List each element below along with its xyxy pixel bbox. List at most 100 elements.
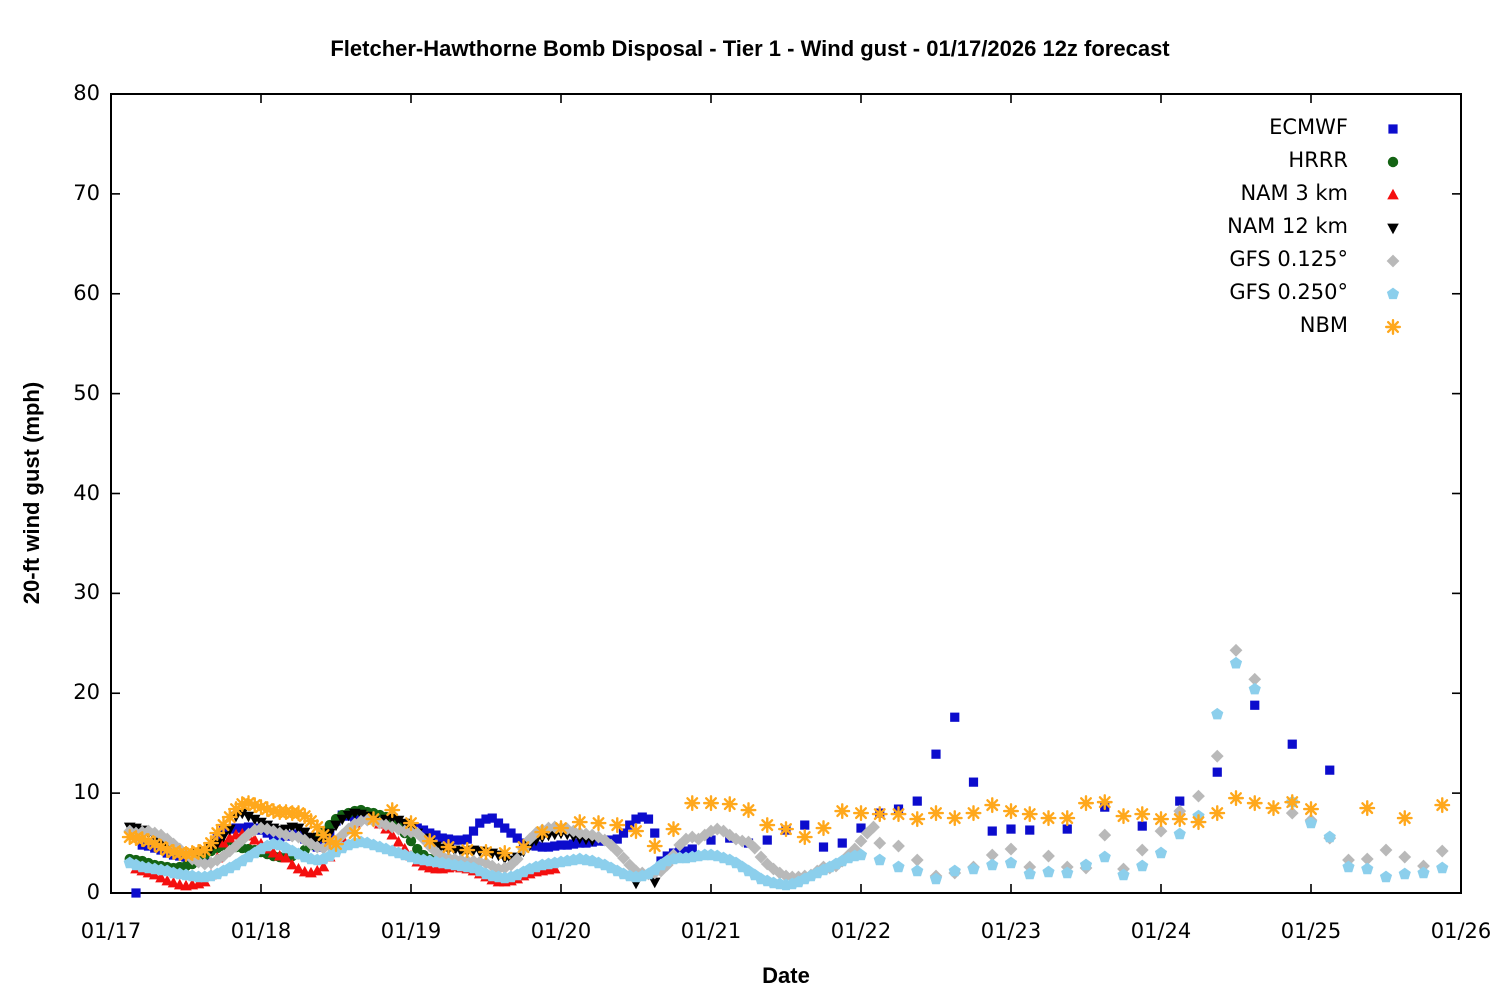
data-point-nbm	[290, 805, 307, 822]
data-point-gfs-0-125-	[404, 825, 418, 839]
data-point-ecmwf	[618, 828, 629, 838]
data-point-nbm	[853, 805, 869, 822]
data-point-ecmwf	[1025, 825, 1035, 835]
data-point-gfs-0-250-	[1211, 707, 1224, 720]
data-point-nam-3-km	[155, 871, 167, 883]
x-axis-label: Date	[762, 963, 810, 988]
data-point-ecmwf	[950, 712, 960, 722]
data-point-nbm	[1171, 811, 1188, 828]
data-point-nbm	[665, 821, 682, 838]
data-point-ecmwf	[556, 840, 566, 850]
data-point-nam-3-km	[167, 876, 180, 888]
data-point-ecmwf	[818, 842, 829, 852]
data-point-nbm	[209, 825, 226, 842]
data-point-gfs-0-250-	[1042, 865, 1055, 878]
y-tick-label: 20	[73, 680, 100, 705]
data-point-nam-3-km	[273, 849, 286, 861]
data-point-ecmwf	[612, 834, 622, 844]
data-point-nbm	[609, 817, 626, 834]
data-point-gfs-0-125-	[485, 859, 499, 873]
data-point-nbm	[1396, 810, 1413, 827]
data-point-gfs-0-125-	[1042, 849, 1055, 863]
data-point-gfs-0-125-	[1435, 844, 1449, 858]
data-point-nbm	[684, 795, 701, 812]
x-tick-label: 01/19	[380, 919, 442, 943]
legend-marker-nam-3-km	[1387, 188, 1399, 200]
data-point-nbm	[871, 806, 888, 823]
x-tick-label: 01/17	[80, 919, 142, 943]
data-point-ecmwf	[437, 833, 447, 843]
data-point-gfs-0-125-	[467, 854, 480, 868]
data-point-nbm	[740, 802, 757, 819]
data-point-nbm	[1284, 794, 1301, 811]
data-point-nbm	[421, 833, 438, 850]
data-point-nbm	[628, 823, 644, 840]
data-point-gfs-0-250-	[967, 862, 980, 875]
data-point-gfs-0-250-	[1023, 867, 1036, 880]
data-point-ecmwf	[643, 814, 654, 824]
data-point-nbm	[553, 820, 569, 837]
data-point-nbm	[328, 836, 344, 853]
chart-title: Fletcher-Hawthorne Bomb Disposal - Tier …	[330, 36, 1170, 61]
data-point-gfs-0-250-	[892, 860, 905, 873]
data-point-gfs-0-125-	[1248, 672, 1262, 686]
data-point-nam-3-km	[248, 833, 261, 845]
data-point-ecmwf	[243, 822, 254, 832]
data-point-ecmwf	[1287, 739, 1297, 749]
legend-label-gfs-0-250-: GFS 0.250°	[1229, 280, 1348, 304]
data-point-nbm	[759, 817, 776, 834]
data-point-gfs-0-125-	[479, 856, 493, 870]
data-point-nbm	[1209, 805, 1226, 822]
data-point-nbm	[965, 805, 982, 822]
legend-label-hrrr: HRRR	[1288, 148, 1348, 172]
data-point-ecmwf	[562, 840, 572, 850]
data-point-ecmwf	[625, 820, 635, 830]
data-point-gfs-0-125-	[317, 841, 330, 855]
x-tick-label: 01/24	[1130, 919, 1192, 943]
data-point-nam-12-km	[248, 814, 261, 826]
data-point-nam-3-km	[386, 828, 399, 840]
data-point-nbm	[253, 799, 269, 816]
y-tick-label: 60	[73, 280, 100, 305]
data-point-gfs-0-125-	[254, 821, 268, 835]
legend-label-ecmwf: ECMWF	[1269, 115, 1348, 139]
data-point-gfs-0-125-	[417, 832, 430, 846]
data-point-nam-3-km	[392, 835, 405, 847]
data-point-nam-3-km	[311, 864, 324, 876]
data-point-ecmwf	[1137, 821, 1147, 831]
data-point-gfs-0-250-	[1229, 656, 1243, 669]
legend-marker-nam-12-km	[1387, 223, 1399, 235]
data-point-ecmwf	[418, 825, 429, 835]
y-tick-label: 40	[73, 480, 100, 505]
data-point-ecmwf	[537, 842, 547, 852]
data-point-gfs-0-125-	[285, 829, 299, 843]
data-point-nbm	[796, 829, 813, 846]
data-point-nbm	[403, 815, 419, 832]
data-point-gfs-0-250-	[1154, 846, 1168, 859]
data-point-ecmwf	[1212, 767, 1222, 777]
data-point-nbm	[459, 842, 476, 859]
data-point-gfs-0-125-	[498, 861, 512, 875]
data-point-gfs-0-250-	[1436, 861, 1449, 874]
data-point-ecmwf	[493, 818, 504, 828]
legend-marker-hrrr	[1387, 156, 1399, 168]
data-point-nbm	[1265, 800, 1282, 817]
data-point-gfs-0-125-	[1398, 850, 1412, 864]
data-point-gfs-0-250-	[1004, 856, 1018, 869]
data-point-gfs-0-250-	[1304, 816, 1318, 829]
data-point-gfs-0-125-	[510, 852, 524, 866]
x-tick-label: 01/21	[680, 919, 742, 943]
data-point-nbm	[384, 802, 401, 819]
data-point-gfs-0-125-	[754, 850, 768, 864]
data-point-gfs-0-125-	[1004, 842, 1018, 856]
data-point-nbm	[890, 806, 907, 823]
data-point-nbm	[296, 808, 313, 825]
data-point-gfs-0-125-	[1229, 643, 1243, 657]
data-point-ecmwf	[468, 826, 479, 836]
legend-label-nam-3-km: NAM 3 km	[1240, 181, 1348, 205]
data-point-nbm	[1134, 806, 1151, 823]
data-point-nbm	[984, 797, 1001, 814]
data-point-ecmwf	[543, 842, 554, 852]
